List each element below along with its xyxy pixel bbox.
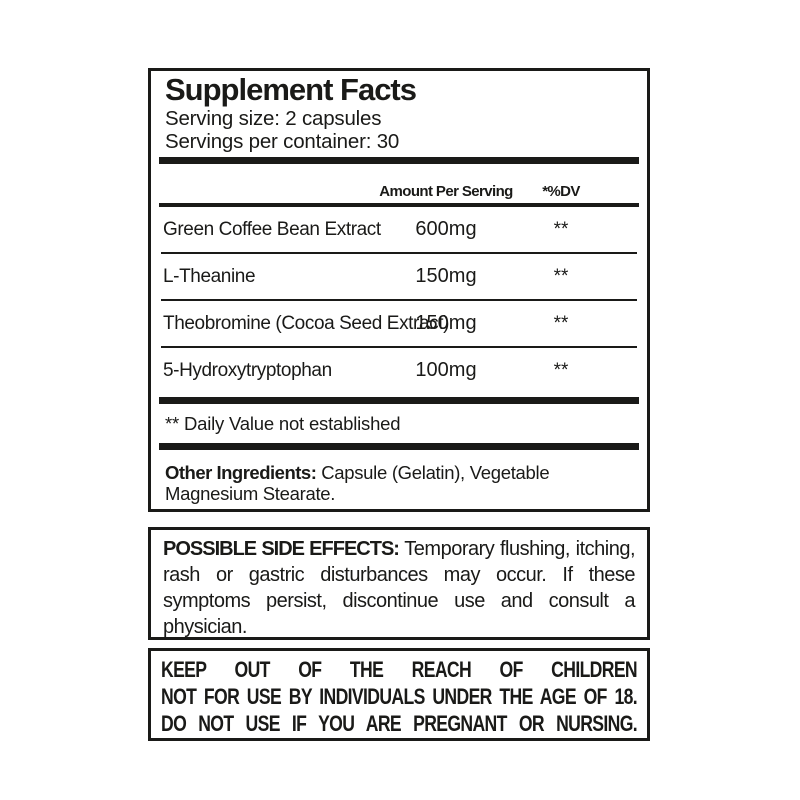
table-row: Green Coffee Bean Extract 600mg ** [163, 207, 635, 252]
table-header-row: Amount Per Serving *%DV [163, 164, 635, 203]
ingredient-amount: 600mg [415, 218, 477, 240]
row-divider [161, 299, 637, 301]
ingredient-amount-cell: 600mg [405, 218, 487, 241]
table-row: 5-Hydroxytryptophan 100mg ** [163, 348, 635, 393]
warning-line-children: KEEP OUT OF THE REACH OF CHILDREN [161, 657, 638, 682]
divider-thick-bottom [159, 443, 639, 450]
column-header-dv: *%DV [542, 183, 580, 200]
ingredient-dv: ** [553, 218, 569, 240]
ingredient-dv: ** [553, 312, 569, 334]
ingredient-name: L-Theanine [163, 265, 256, 287]
serving-size: Serving size: 2 capsules [165, 107, 382, 130]
column-header-amount-cell: Amount Per Serving [379, 183, 513, 200]
divider-thick-middle [159, 397, 639, 404]
ingredient-name: Green Coffee Bean Extract [163, 218, 381, 240]
ingredient-dv: ** [553, 359, 569, 381]
ingredient-dv: ** [553, 265, 569, 287]
panel-title: Supplement Facts [165, 72, 417, 107]
ingredient-amount: 150mg [415, 312, 477, 334]
divider-medium-header [159, 203, 639, 207]
ingredient-amount-cell: 100mg [405, 359, 487, 382]
ingredient-amount-cell: 150mg [405, 265, 487, 288]
other-ingredients-text: Capsule (Gelatin), Vegetable Magnesium S… [165, 462, 550, 504]
other-ingredients: Other Ingredients: Capsule (Gelatin), Ve… [165, 462, 635, 504]
row-divider [161, 346, 637, 348]
supplement-facts-panel: Supplement Facts Serving size: 2 capsule… [148, 68, 650, 512]
warning-line-pregnant: DO NOT USE IF YOU ARE PREGNANT OR NURSIN… [161, 711, 638, 736]
column-header-amount: Amount Per Serving [379, 183, 513, 200]
other-ingredients-label: Other Ingredients: [165, 462, 317, 483]
side-effects-paragraph: POSSIBLE SIDE EFFECTS: Temporary flushin… [163, 536, 636, 640]
column-header-dv-cell: *%DV [487, 183, 635, 200]
side-effects-text: Temporary flushing, itching, rash or gas… [163, 538, 636, 638]
warning-line-age: NOT FOR USE BY INDIVIDUALS UNDER THE AGE… [161, 684, 638, 709]
ingredient-dv-cell: ** [487, 219, 635, 241]
side-effects-label: POSSIBLE SIDE EFFECTS: [163, 538, 400, 560]
table-row: Theobromine (Cocoa Seed Extract) 150mg *… [163, 301, 635, 346]
warning-panel: KEEP OUT OF THE REACH OF CHILDREN NOT FO… [148, 648, 650, 741]
ingredient-dv-cell: ** [487, 266, 635, 288]
table-row: L-Theanine 150mg ** [163, 254, 635, 299]
ingredient-name: Theobromine (Cocoa Seed Extract) [163, 312, 450, 334]
ingredient-dv-cell: ** [487, 313, 635, 335]
ingredient-amount: 100mg [415, 359, 477, 381]
ingredient-amount: 150mg [415, 265, 477, 287]
row-divider [161, 252, 637, 254]
ingredient-name: 5-Hydroxytryptophan [163, 359, 332, 381]
ingredient-amount-cell: 150mg [405, 312, 487, 335]
side-effects-panel: POSSIBLE SIDE EFFECTS: Temporary flushin… [148, 527, 650, 640]
servings-per-container: Servings per container: 30 [165, 130, 400, 153]
divider-thick-top [159, 157, 639, 164]
ingredient-dv-cell: ** [487, 360, 635, 382]
daily-value-footnote: ** Daily Value not established [165, 413, 401, 434]
